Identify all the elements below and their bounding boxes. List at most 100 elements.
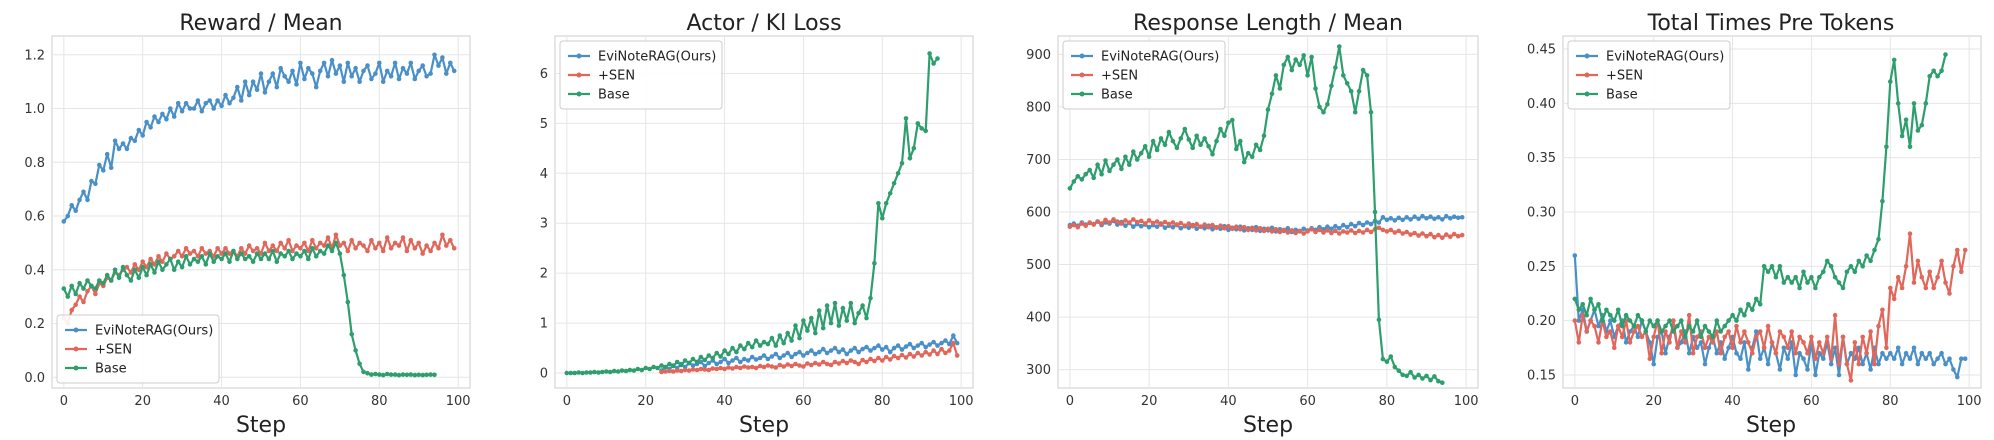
- response-length-mean-legend-box: [1062, 40, 1226, 110]
- response-length-mean-sen-point: [1154, 219, 1160, 224]
- reward-mean-legend-evinoterag-ours-marker: [73, 327, 79, 333]
- response-length-mean-evinoterag-ours-point: [1400, 217, 1405, 223]
- reward-mean-evinoterag-ours-point: [179, 108, 185, 114]
- total-times-pre-tokens-sen-point: [1821, 350, 1826, 356]
- reward-mean-evinoterag-ours-point: [258, 71, 264, 76]
- actor-kl-loss-evinoterag-ours-point: [927, 342, 932, 347]
- reward-mean-base-point: [365, 370, 370, 376]
- response-length-mean-sen-point: [1356, 228, 1362, 234]
- reward-mean-base-point: [164, 262, 169, 267]
- actor-kl-loss-base-point: [639, 367, 645, 373]
- actor-kl-loss-base-point: [722, 348, 727, 353]
- total-times-pre-tokens-base-point: [1828, 264, 1834, 269]
- actor-kl-loss-x-tick-label: 0: [563, 394, 571, 409]
- reward-mean-evinoterag-ours-point: [195, 98, 201, 103]
- response-length-mean-sen-point: [1174, 222, 1180, 228]
- total-times-pre-tokens-sen-point: [1765, 323, 1771, 329]
- actor-kl-loss-sen-point: [706, 367, 712, 373]
- actor-kl-loss-base-point: [592, 369, 597, 375]
- reward-mean-base-point: [408, 372, 414, 377]
- response-length-mean-evinoterag-ours-point: [1448, 216, 1453, 221]
- reward-mean-evinoterag-ours-point: [428, 71, 433, 76]
- actor-kl-loss-base-point: [686, 360, 692, 366]
- reward-mean-evinoterag-ours-point: [392, 60, 398, 66]
- response-length-mean-evinoterag-ours-point: [1360, 222, 1366, 228]
- total-times-pre-tokens-sen-point: [1757, 329, 1763, 334]
- total-times-pre-tokens-base-point: [1679, 318, 1684, 323]
- actor-kl-loss-evinoterag-ours-point: [895, 343, 901, 348]
- total-times-pre-tokens-sen-point: [1868, 329, 1873, 334]
- reward-mean-evinoterag-ours-point: [136, 127, 142, 133]
- actor-kl-loss-base-point: [789, 338, 794, 343]
- actor-kl-loss-legend-base-label: Base: [598, 88, 630, 103]
- actor-kl-loss-base-point: [801, 318, 806, 323]
- actor-kl-loss-base-point: [588, 370, 593, 375]
- actor-kl-loss-evinoterag-ours-point: [816, 349, 822, 355]
- reward-mean-base-point: [274, 259, 280, 265]
- reward-mean-base-point: [175, 259, 181, 265]
- reward-mean-base-point: [396, 372, 402, 378]
- actor-kl-loss-sen-point: [749, 364, 755, 370]
- reward-mean-sen-point: [136, 267, 142, 273]
- total-times-pre-tokens-evinoterag-ours-point: [1884, 356, 1889, 362]
- total-times-pre-tokens-evinoterag-ours-point: [1903, 350, 1909, 356]
- actor-kl-loss-evinoterag-ours-point: [852, 345, 857, 351]
- actor-kl-loss-base-point: [584, 370, 589, 375]
- total-times-pre-tokens-sen-point: [1955, 247, 1960, 253]
- total-times-pre-tokens-x-axis-label: Step: [1746, 413, 1796, 438]
- actor-kl-loss-evinoterag-ours-point: [828, 348, 834, 353]
- total-times-pre-tokens-evinoterag-ours-point: [1888, 350, 1893, 356]
- total-times-pre-tokens-x-tick-label: 0: [1571, 394, 1579, 409]
- total-times-pre-tokens-sen-point: [1828, 356, 1834, 362]
- response-length-mean-base-point: [1372, 209, 1378, 215]
- reward-mean-evinoterag-ours-point: [65, 213, 71, 219]
- response-length-mean-evinoterag-ours-point: [1210, 227, 1215, 232]
- total-times-pre-tokens-evinoterag-ours-point: [1714, 350, 1720, 356]
- response-length-mean-base-point: [1337, 44, 1342, 49]
- response-length-mean-evinoterag-ours-point: [1186, 225, 1192, 231]
- response-length-mean-sen-point: [1234, 224, 1239, 229]
- total-times-pre-tokens-sen-point: [1706, 334, 1712, 340]
- reward-mean-sen-point: [144, 264, 149, 270]
- response-length-mean-sen-point: [1265, 226, 1271, 232]
- total-times-pre-tokens-sen-point: [1679, 329, 1684, 334]
- total-times-pre-tokens-evinoterag-ours-point: [1651, 361, 1656, 367]
- total-times-pre-tokens-sen-point: [1604, 334, 1609, 340]
- total-times-pre-tokens-sen-point: [1580, 312, 1585, 318]
- total-times-pre-tokens-base-point: [1714, 318, 1720, 323]
- actor-kl-loss-sen-point: [844, 360, 850, 366]
- total-times-pre-tokens-evinoterag-ours-point: [1923, 356, 1929, 362]
- response-length-mean-base-point: [1230, 117, 1235, 123]
- reward-mean-base-point: [290, 256, 295, 262]
- reward-mean-base-point: [207, 251, 212, 256]
- reward-mean-sen-point: [384, 235, 390, 240]
- actor-kl-loss-evinoterag-ours-point: [872, 345, 877, 351]
- reward-mean-evinoterag-ours-point: [215, 98, 220, 103]
- actor-kl-loss-base-point: [852, 320, 857, 326]
- actor-kl-loss-base-point: [880, 215, 885, 221]
- reward-mean-sen-point: [349, 237, 355, 243]
- total-times-pre-tokens-sen-point: [1659, 350, 1664, 356]
- reward-mean-evinoterag-ours-point: [191, 106, 197, 111]
- reward-mean-base-point: [128, 278, 134, 283]
- total-times-pre-tokens-base-point: [1655, 318, 1660, 323]
- reward-mean-sen-point: [353, 246, 358, 251]
- total-times-pre-tokens-sen-point: [1781, 334, 1787, 340]
- actor-kl-loss-sen-point: [753, 365, 759, 371]
- response-length-mean-sen-point: [1257, 226, 1263, 231]
- total-times-pre-tokens-evinoterag-ours-point: [1805, 367, 1810, 372]
- total-times-pre-tokens-sen-point: [1832, 312, 1838, 318]
- total-times-pre-tokens-base-point: [1746, 302, 1751, 307]
- reward-mean-evinoterag-ours-point: [89, 178, 94, 184]
- actor-kl-loss-sen-point: [919, 353, 924, 358]
- reward-mean-evinoterag-ours-point: [290, 68, 295, 74]
- reward-mean-base-point: [195, 259, 201, 265]
- total-times-pre-tokens-base-point: [1943, 52, 1948, 57]
- reward-mean-evinoterag-ours-point: [325, 74, 331, 79]
- response-length-mean-sen-point: [1400, 231, 1405, 236]
- total-times-pre-tokens-base-point: [1694, 318, 1700, 323]
- total-times-pre-tokens-sen-point: [1734, 323, 1739, 329]
- reward-mean-base-point: [298, 253, 303, 259]
- total-times-pre-tokens-base-point: [1785, 274, 1791, 280]
- actor-kl-loss-sen-point: [761, 364, 767, 370]
